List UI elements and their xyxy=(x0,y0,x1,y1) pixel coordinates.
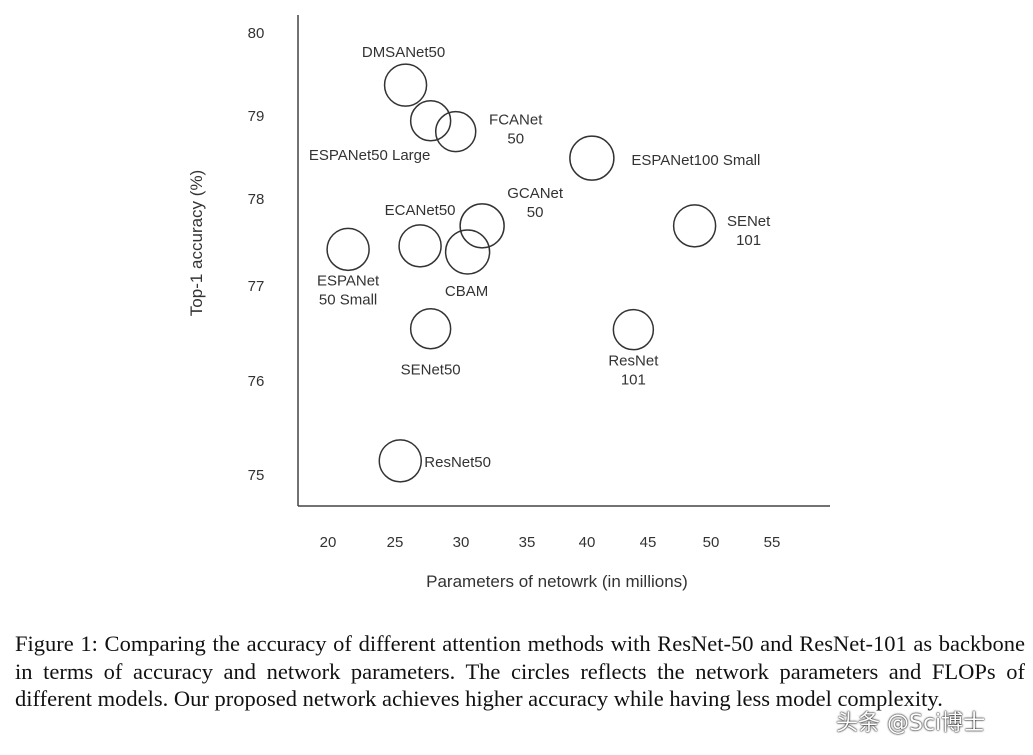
point-marker xyxy=(672,204,717,248)
point-marker xyxy=(569,135,615,181)
data-point: ESPANet100 Small xyxy=(569,135,760,181)
data-point: ResNet50 xyxy=(378,439,491,483)
data-point: ECANet50 xyxy=(385,202,456,268)
y-tick-label: 79 xyxy=(248,108,265,125)
point-label: 50 Small xyxy=(319,291,377,308)
x-tick-label: 55 xyxy=(764,534,781,551)
point-label: ECANet50 xyxy=(385,202,456,219)
x-tick-label: 25 xyxy=(387,534,404,551)
x-tick-label: 40 xyxy=(579,534,596,551)
scatter-chart: 75 76 77 78 79 80 20 25 30 35 40 45 50 55 DMSANet50 F… xyxy=(187,15,830,591)
point-label: FCANet xyxy=(489,112,543,129)
x-tick-label: 35 xyxy=(519,534,536,551)
data-point: SENet50 xyxy=(401,307,461,379)
y-tick-label: 77 xyxy=(248,278,265,295)
point-label: ESPANet50 Large xyxy=(309,147,430,164)
x-tick-label: 30 xyxy=(453,534,470,551)
x-tick-label: 45 xyxy=(640,534,657,551)
y-tick-label: 76 xyxy=(248,373,265,390)
point-label: 50 xyxy=(507,131,524,148)
point-label: DMSANet50 xyxy=(362,44,445,61)
point-label: 101 xyxy=(621,372,646,389)
point-marker xyxy=(409,307,452,350)
point-marker xyxy=(459,203,505,249)
point-label: ResNet xyxy=(608,353,659,370)
data-point: DMSANet50 xyxy=(362,44,445,107)
x-tick-label: 50 xyxy=(703,534,720,551)
point-label: SENet50 xyxy=(401,362,461,379)
point-marker xyxy=(383,63,428,107)
point-marker xyxy=(378,439,423,483)
figure-caption: Figure 1: Comparing the accuracy of diff… xyxy=(15,631,1025,711)
watermark: 头条 @Sci博士 xyxy=(836,711,986,736)
point-label: 101 xyxy=(736,232,761,249)
point-label: ESPANet100 Small xyxy=(631,152,760,169)
y-tick-label: 80 xyxy=(248,25,265,42)
point-label: CBAM xyxy=(445,283,488,300)
point-label: SENet xyxy=(727,213,771,230)
point-marker xyxy=(409,100,452,142)
point-label: GCANet xyxy=(507,185,564,202)
x-tick-label: 20 xyxy=(320,534,337,551)
y-axis-label: Top-1 accuracy (%) xyxy=(187,170,206,316)
x-axis-label: Parameters of netowrk (in millions) xyxy=(426,572,688,591)
data-point: ESPANet 50 Small xyxy=(317,227,380,308)
point-label: 50 xyxy=(527,204,544,221)
point-label: ESPANet xyxy=(317,272,380,289)
data-point: ESPANet50 Large xyxy=(309,100,452,164)
y-tick-label: 75 xyxy=(248,467,265,484)
point-marker xyxy=(398,224,442,268)
y-tick-label: 78 xyxy=(248,191,265,208)
point-marker xyxy=(444,229,491,275)
data-point: SENet 101 xyxy=(672,204,771,249)
point-marker xyxy=(434,110,477,153)
point-label: ResNet50 xyxy=(424,454,491,471)
data-point: GCANet 50 xyxy=(459,185,564,249)
data-point: ResNet 101 xyxy=(608,308,659,389)
point-marker xyxy=(326,227,370,272)
data-point: CBAM xyxy=(444,229,491,300)
data-point: FCANet 50 xyxy=(434,110,543,153)
point-marker xyxy=(612,308,655,351)
